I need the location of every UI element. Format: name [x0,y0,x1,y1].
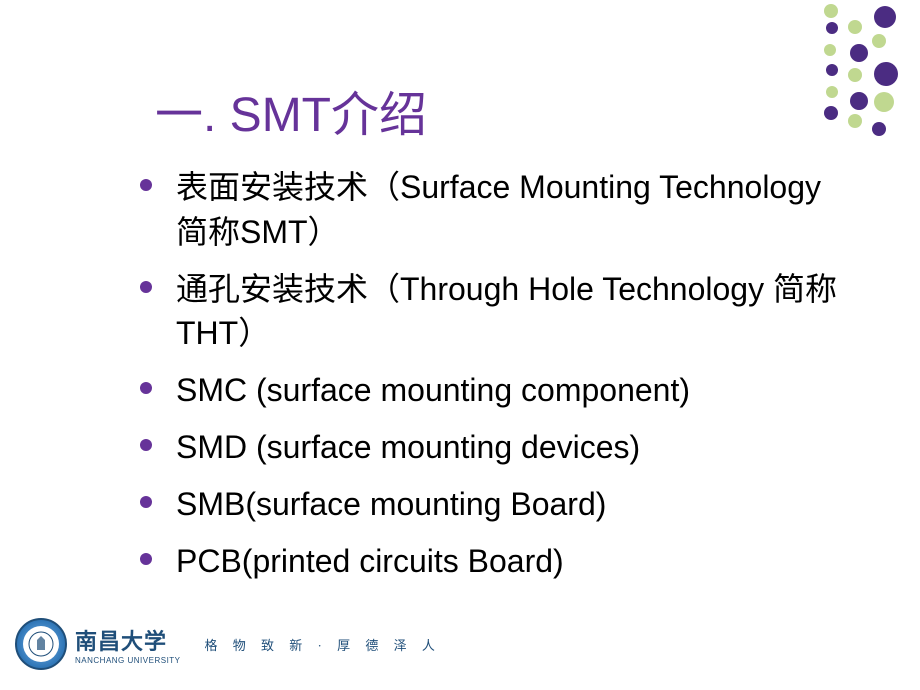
bullet-text: 表面安装技术（Surface Mounting Technology 简称SMT… [176,165,840,255]
bullet-item: SMC (surface mounting component) [140,368,840,413]
decoration-dot [826,22,838,34]
decoration-dot [826,86,838,98]
bullet-item: SMD (surface mounting devices) [140,425,840,470]
decoration-dot [848,20,862,34]
bullet-marker-icon [140,179,152,191]
university-motto: 格 物 致 新 · 厚 德 泽 人 [205,635,441,654]
decoration-dot [824,106,838,120]
decoration-dot [874,92,894,112]
university-name-en: NANCHANG UNIVERSITY [75,656,181,665]
decoration-dot [848,68,862,82]
bullet-text: PCB(printed circuits Board) [176,539,564,584]
bullet-item: PCB(printed circuits Board) [140,539,840,584]
decoration-dot [850,92,868,110]
decoration-dot [872,34,886,48]
university-name-cn: 南昌大学 [75,624,181,656]
bullet-list: 表面安装技术（Surface Mounting Technology 简称SMT… [140,165,840,595]
bullet-text: SMC (surface mounting component) [176,368,690,413]
slide-title: 一. SMT介绍 [155,75,427,145]
bullet-text: SMD (surface mounting devices) [176,425,640,470]
bullet-item: 表面安装技术（Surface Mounting Technology 简称SMT… [140,165,840,255]
bullet-marker-icon [140,553,152,565]
bullet-marker-icon [140,382,152,394]
decoration-dot [872,122,886,136]
bullet-marker-icon [140,281,152,293]
decoration-dot [874,6,896,28]
bullet-marker-icon [140,439,152,451]
bullet-item: SMB(surface mounting Board) [140,482,840,527]
bullet-item: 通孔安装技术（Through Hole Technology 简称THT） [140,267,840,357]
bullet-text: 通孔安装技术（Through Hole Technology 简称THT） [176,267,840,357]
decoration-dot [848,114,862,128]
corner-decoration [720,0,920,130]
university-logo-icon [15,618,67,670]
footer: 南昌大学 NANCHANG UNIVERSITY 格 物 致 新 · 厚 德 泽… [15,618,441,670]
decoration-dot [826,64,838,76]
decoration-dot [824,4,838,18]
decoration-dot [824,44,836,56]
decoration-dot [850,44,868,62]
university-name-block: 南昌大学 NANCHANG UNIVERSITY [75,624,181,665]
bullet-text: SMB(surface mounting Board) [176,482,606,527]
decoration-dot [874,62,898,86]
bullet-marker-icon [140,496,152,508]
